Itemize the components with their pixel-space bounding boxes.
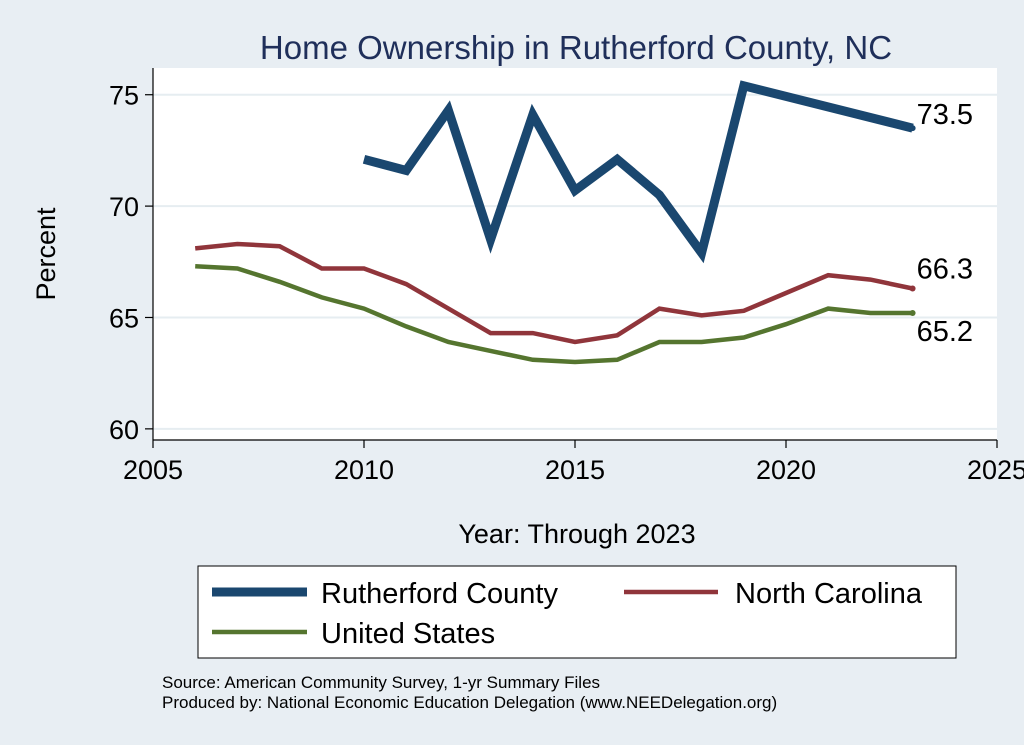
plot-area [153,68,997,440]
y-tick-label: 60 [109,415,139,445]
x-tick-label: 2010 [334,455,394,485]
end-point-north-carolina [909,285,916,292]
series-lines [194,80,916,365]
x-axis-title: Year: Through 2023 [458,519,695,549]
x-tick-label: 2015 [545,455,605,485]
end-label-rutherford: 73.5 [917,99,973,131]
series-line-united-states [195,264,913,365]
legend-label-rutherford: Rutherford County [321,578,558,610]
end-label-united-states: 65.2 [917,316,973,348]
axis-ticks: 60 65 70 75 2005 2010 2015 2020 2025 [109,81,1024,485]
x-tick-label: 2005 [123,455,183,485]
end-point-rutherford [909,125,916,132]
source-note: Source: American Community Survey, 1-yr … [162,673,600,692]
y-tick-label: 70 [109,192,139,222]
legend: Rutherford County North Carolina United … [197,565,957,659]
series-line-north-carolina [194,241,914,345]
legend-label-united-states: United States [321,618,495,650]
x-tick-label: 2025 [967,455,1024,485]
y-axis-title: Percent [31,207,61,301]
chart-title: Home Ownership in Rutherford County, NC [260,29,892,66]
series-line-rutherford [362,80,914,264]
y-tick-label: 75 [109,81,139,111]
legend-label-north-carolina: North Carolina [735,578,923,610]
produced-by-note: Produced by: National Economic Education… [162,693,777,712]
end-label-north-carolina: 66.3 [917,254,973,286]
end-labels: 73.5 66.3 65.2 [917,99,973,348]
y-tick-label: 65 [109,303,139,333]
legend-box [197,565,957,659]
grid-lines [153,93,997,430]
x-tick-label: 2020 [756,455,816,485]
end-point-united-states [909,310,916,317]
